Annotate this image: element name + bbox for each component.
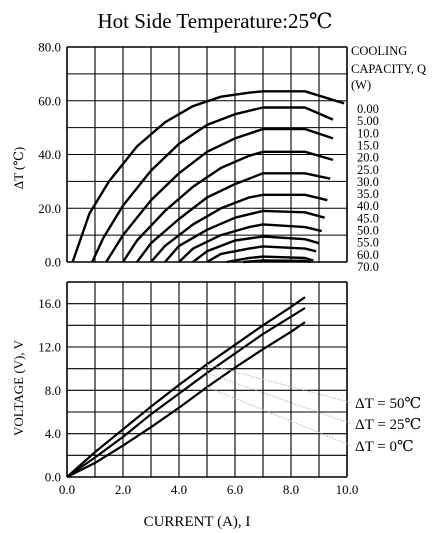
y-tick-label: 0.0 <box>45 470 61 485</box>
series-line <box>121 150 334 263</box>
cooling-capacity-legend: COOLING CAPACITY, Q (W) 0.005.0010.015.0… <box>351 44 426 274</box>
legend-title-line-2: CAPACITY, Q <box>351 62 426 76</box>
y-tick-label: 60.0 <box>38 93 61 108</box>
series-line <box>71 90 345 263</box>
series-line <box>192 235 320 263</box>
series-line <box>226 255 314 264</box>
legend-entry: ΔT = 50℃ <box>355 396 421 412</box>
legend-title-line-1: COOLING <box>351 44 407 58</box>
series-line <box>150 193 328 263</box>
series-line <box>243 259 311 264</box>
y-tick-label: 20.0 <box>38 201 61 216</box>
legend-entry: ΔT = 25℃ <box>355 417 421 433</box>
series-line <box>66 296 306 478</box>
series-line <box>105 127 334 263</box>
y-tick-label: 4.0 <box>45 426 61 441</box>
legend-entry: 30.0 <box>357 175 379 189</box>
y-tick-label: 40.0 <box>38 147 61 162</box>
legend-entry: ΔT = 0℃ <box>355 439 414 455</box>
x-axis-label: CURRENT (A), I <box>144 514 251 530</box>
legend-entry: 25.0 <box>357 163 379 177</box>
legend-entry: 20.0 <box>357 151 379 165</box>
y-tick-label: 8.0 <box>45 383 61 398</box>
y-tick-label: 16.0 <box>38 296 61 311</box>
series-line <box>164 209 325 263</box>
legend-leader-line <box>206 386 353 447</box>
legend-entry: 70.0 <box>357 260 379 274</box>
series-line <box>206 245 317 264</box>
y-axis-label-bottom: VOLTAGE (V), V <box>11 339 26 436</box>
legend-entry: 0.00 <box>357 102 379 116</box>
cooling-capacity-series <box>71 90 345 264</box>
y-axis-label-top: ΔT (℃) <box>11 147 26 190</box>
series-line <box>91 106 334 263</box>
legend-entry: 60.0 <box>357 248 379 262</box>
legend-entry: 40.0 <box>357 199 379 213</box>
series-line <box>66 307 306 478</box>
tick-labels: 0.0 20.0 40.0 60.0 80.0 0.0 4.0 8.0 12.0 16.0 0.0 2… <box>38 40 358 498</box>
series-line <box>66 321 306 478</box>
legend-entry: 45.0 <box>357 211 379 225</box>
legend-entry: 15.0 <box>357 138 379 152</box>
series-line <box>136 172 331 263</box>
delta-t-legend: ΔT = 50℃ ΔT = 25℃ ΔT = 0℃ <box>206 363 421 455</box>
legend-entry: 10.0 <box>357 126 379 140</box>
legend-title-line-3: (W) <box>351 78 371 92</box>
x-tick-label: 6.0 <box>227 482 243 497</box>
legend-entry: 5.00 <box>357 114 379 128</box>
y-tick-label: 12.0 <box>38 340 61 355</box>
chart-title: Hot Side Temperature:25℃ <box>97 9 332 33</box>
x-tick-label: 0.0 <box>59 482 75 497</box>
x-tick-label: 8.0 <box>283 482 299 497</box>
series-line <box>178 223 323 263</box>
legend-entry: 55.0 <box>357 236 379 250</box>
y-tick-label: 0.0 <box>45 255 61 270</box>
legend-leader-line <box>206 363 353 404</box>
y-tick-label: 80.0 <box>38 40 61 55</box>
x-tick-label: 10.0 <box>336 482 359 497</box>
legend-entry: 50.0 <box>357 224 379 238</box>
x-tick-label: 2.0 <box>115 482 131 497</box>
voltage-series <box>66 296 306 478</box>
x-tick-label: 4.0 <box>171 482 187 497</box>
legend-entry: 35.0 <box>357 187 379 201</box>
